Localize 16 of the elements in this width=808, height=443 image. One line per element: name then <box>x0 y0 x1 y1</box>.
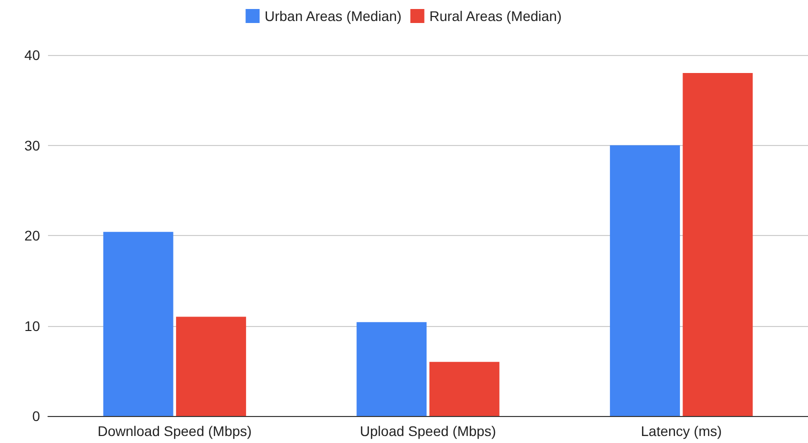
x-tick-label: Upload Speed (Mbps) <box>360 423 496 439</box>
y-tick-label: 0 <box>32 408 40 424</box>
y-tick-label: 30 <box>24 137 40 154</box>
bar <box>610 145 680 416</box>
y-tick-label: 10 <box>24 318 40 334</box>
x-tick-label: Latency (ms) <box>640 423 722 439</box>
bar <box>356 322 427 416</box>
legend-label: Urban Areas (Median) <box>264 8 402 24</box>
bar <box>429 362 500 416</box>
bar <box>682 73 753 416</box>
y-tick-label: 40 <box>24 47 40 63</box>
legend-label: Rural Areas (Median) <box>429 8 562 24</box>
bar <box>103 232 174 416</box>
x-tick-label: Download Speed (Mbps) <box>98 423 252 439</box>
y-tick-label: 20 <box>24 228 40 244</box>
bar <box>176 316 246 416</box>
